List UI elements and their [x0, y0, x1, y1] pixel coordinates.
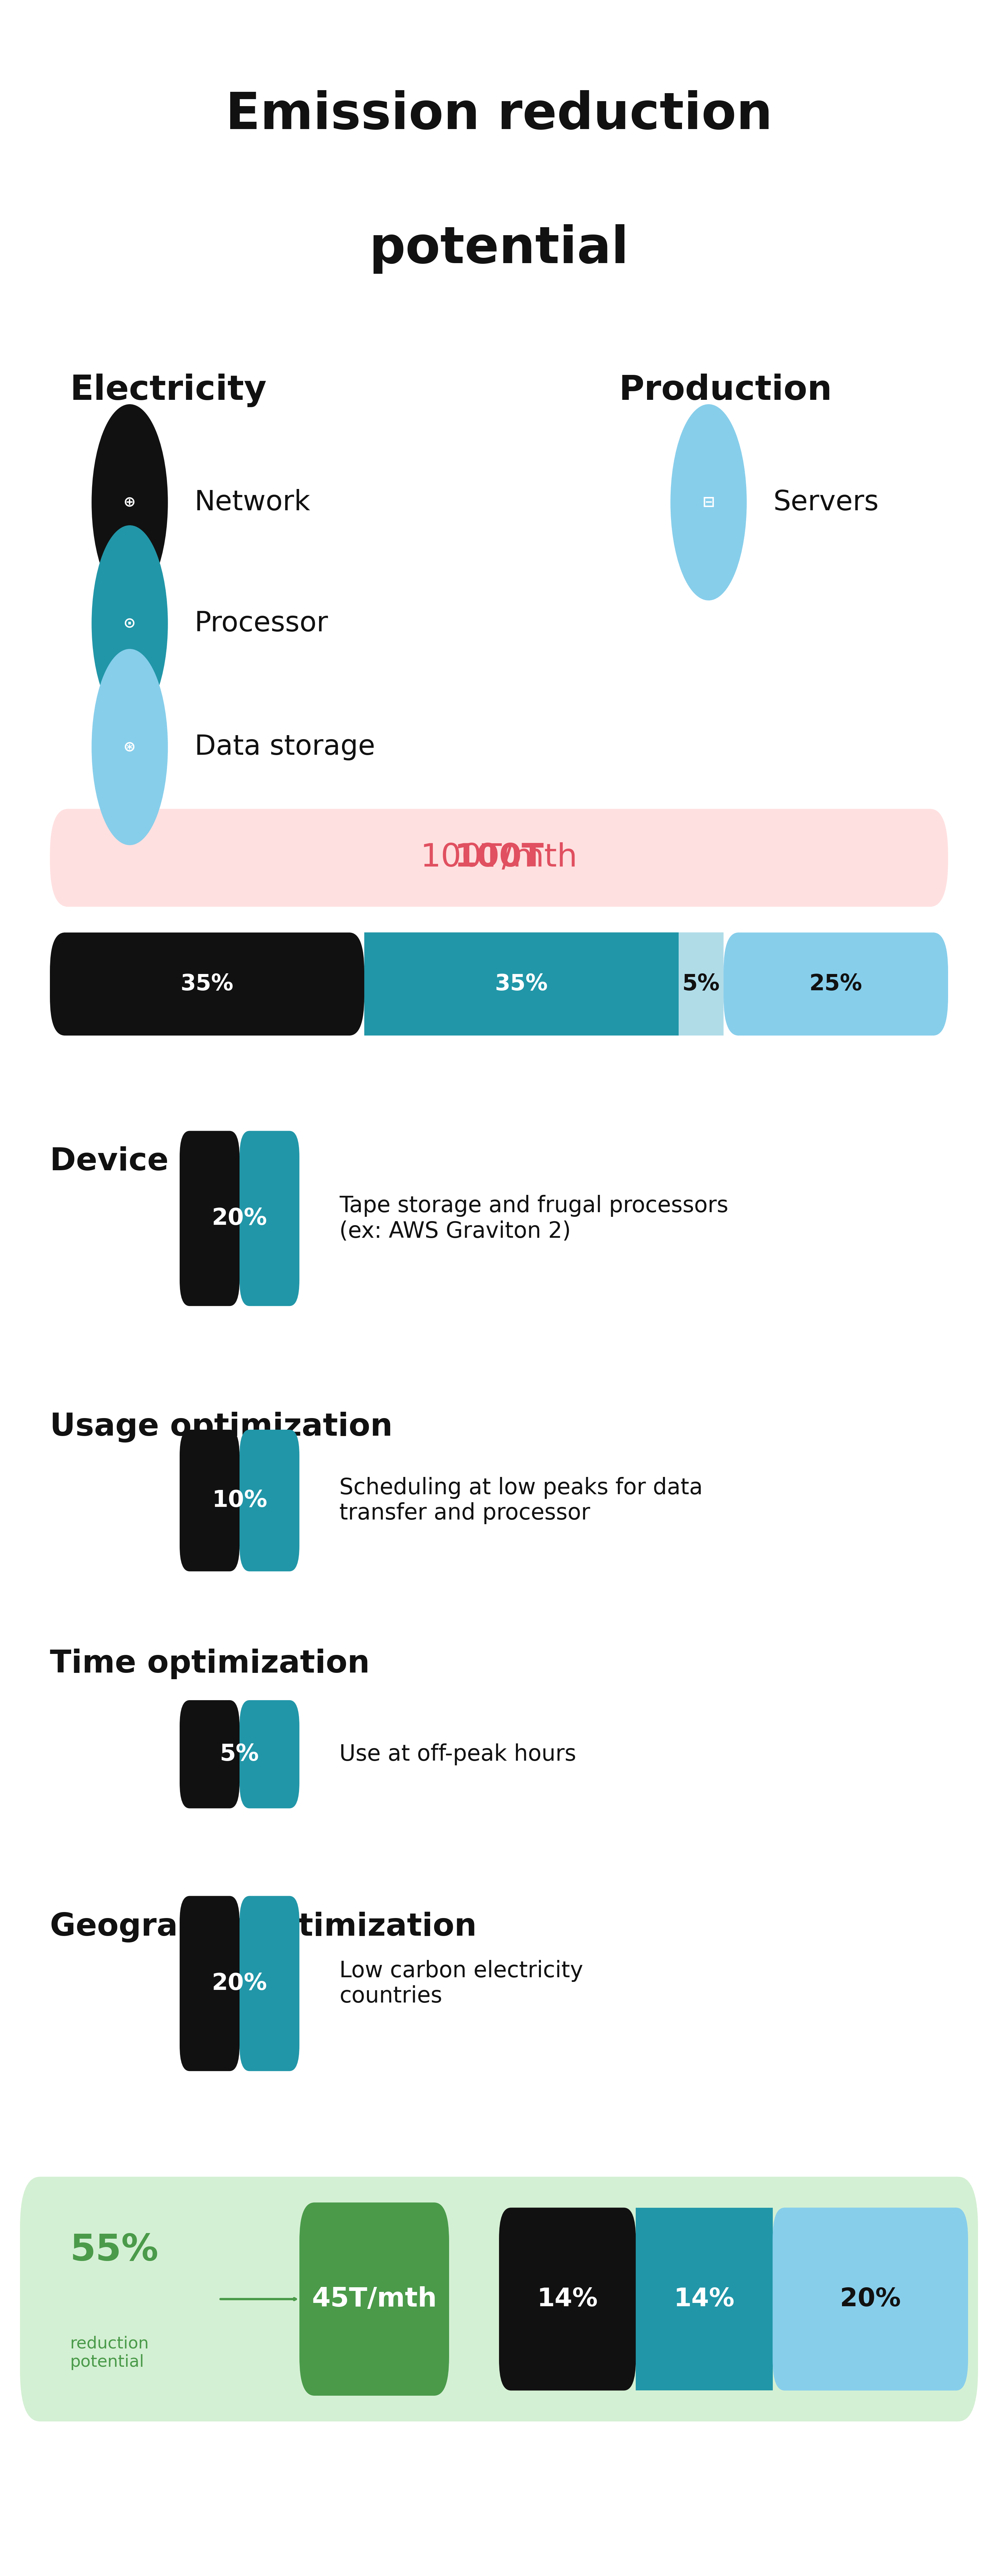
Circle shape	[92, 526, 168, 721]
FancyBboxPatch shape	[180, 1700, 240, 1808]
FancyBboxPatch shape	[724, 933, 948, 1036]
Text: 100T/mth: 100T/mth	[420, 842, 578, 873]
Text: Processor: Processor	[195, 611, 328, 636]
Text: 35%: 35%	[181, 974, 234, 994]
Text: Tape storage and frugal processors
(ex: AWS Graviton 2): Tape storage and frugal processors (ex: …	[339, 1195, 729, 1242]
Text: 10%: 10%	[212, 1489, 267, 1512]
Text: Geography optimization: Geography optimization	[50, 1911, 477, 1942]
Text: ⊕: ⊕	[124, 495, 136, 510]
Text: 20%: 20%	[212, 1208, 267, 1229]
FancyBboxPatch shape	[299, 2202, 449, 2396]
FancyBboxPatch shape	[20, 2177, 978, 2421]
Text: 35%: 35%	[495, 974, 548, 994]
Text: potential: potential	[369, 224, 629, 273]
Text: 25%: 25%	[809, 974, 862, 994]
Text: Usage optimization: Usage optimization	[50, 1412, 392, 1443]
Text: reduction
potential: reduction potential	[70, 2336, 149, 2370]
Text: Production: Production	[619, 374, 832, 407]
Bar	[636, 2208, 772, 2391]
Text: 14%: 14%	[537, 2287, 598, 2311]
Text: ⊛: ⊛	[124, 739, 136, 755]
Text: Low carbon electricity
countries: Low carbon electricity countries	[339, 1960, 583, 2007]
Text: 45T/mth: 45T/mth	[311, 2285, 437, 2313]
FancyBboxPatch shape	[240, 1430, 299, 1571]
Text: Network: Network	[195, 489, 310, 515]
Bar	[679, 933, 724, 1036]
Text: Electricity: Electricity	[70, 374, 266, 407]
Text: Device choice: Device choice	[50, 1146, 292, 1177]
Circle shape	[671, 404, 747, 600]
FancyBboxPatch shape	[50, 933, 364, 1036]
FancyBboxPatch shape	[180, 1430, 240, 1571]
Text: 20%: 20%	[840, 2287, 901, 2311]
FancyBboxPatch shape	[240, 1700, 299, 1808]
Text: Servers: Servers	[773, 489, 879, 515]
FancyBboxPatch shape	[499, 2208, 636, 2391]
Text: ⊟: ⊟	[703, 495, 715, 510]
Text: ⊙: ⊙	[124, 616, 136, 631]
Text: 14%: 14%	[674, 2287, 735, 2311]
Circle shape	[92, 649, 168, 845]
Text: 20%: 20%	[212, 1973, 267, 1994]
Text: 5%: 5%	[220, 1744, 259, 1765]
Bar	[364, 933, 679, 1036]
FancyBboxPatch shape	[772, 2208, 968, 2391]
FancyBboxPatch shape	[180, 1896, 240, 2071]
FancyBboxPatch shape	[180, 1131, 240, 1306]
Text: Use at off-peak hours: Use at off-peak hours	[339, 1744, 576, 1765]
Text: 5%: 5%	[683, 974, 720, 994]
Text: Emission reduction: Emission reduction	[226, 90, 772, 139]
FancyBboxPatch shape	[240, 1896, 299, 2071]
Circle shape	[92, 404, 168, 600]
FancyBboxPatch shape	[50, 809, 948, 907]
Text: 100T: 100T	[454, 842, 544, 873]
FancyBboxPatch shape	[240, 1131, 299, 1306]
Text: Time optimization: Time optimization	[50, 1649, 369, 1680]
Text: Data storage: Data storage	[195, 734, 375, 760]
Text: 55%: 55%	[70, 2233, 159, 2267]
Text: Scheduling at low peaks for data
transfer and processor: Scheduling at low peaks for data transfe…	[339, 1476, 703, 1525]
